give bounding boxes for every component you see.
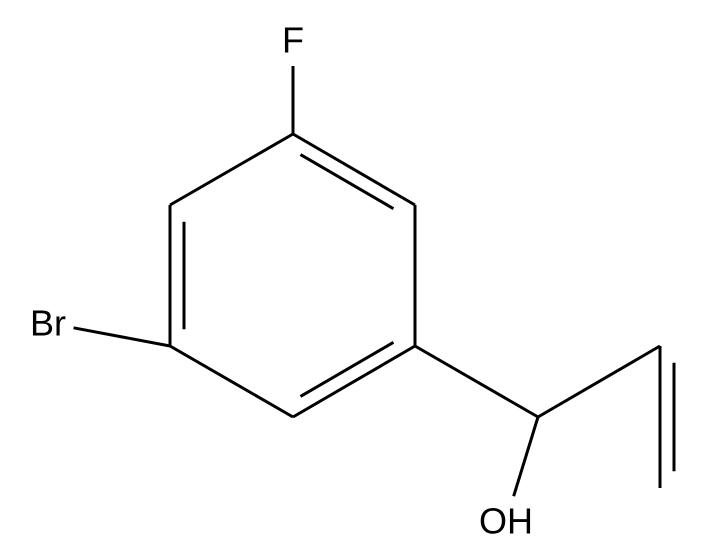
atom-label-f: F bbox=[282, 20, 304, 61]
bond bbox=[415, 346, 538, 417]
bond bbox=[514, 417, 538, 496]
bond bbox=[74, 328, 170, 346]
bond bbox=[170, 134, 293, 205]
bond bbox=[293, 134, 415, 205]
molecule-diagram: F Br OH bbox=[0, 0, 702, 552]
bond bbox=[300, 155, 393, 209]
bond bbox=[538, 346, 660, 417]
atom-label-oh: OH bbox=[479, 501, 533, 542]
bond bbox=[293, 346, 415, 417]
atom-label-br: Br bbox=[30, 303, 66, 344]
bond bbox=[170, 346, 293, 417]
bond bbox=[300, 342, 393, 396]
